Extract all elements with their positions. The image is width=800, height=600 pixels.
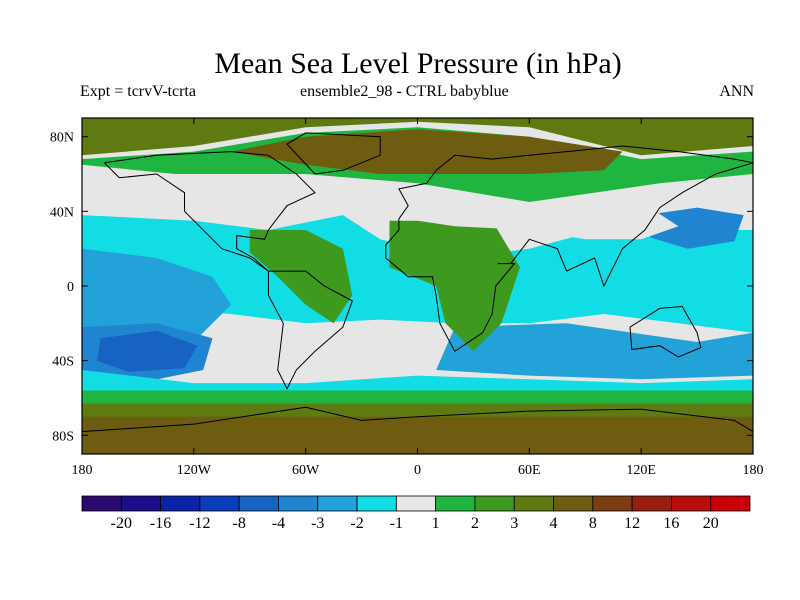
colorbar-swatch <box>710 495 751 512</box>
pressure-region-9 <box>82 370 753 395</box>
colorbar-label: -4 <box>272 515 285 532</box>
x-tick-label: 180 <box>743 463 764 478</box>
coastline-north-america <box>104 151 316 272</box>
pressure-region-2 <box>231 129 623 174</box>
colorbar-label: 16 <box>663 515 679 532</box>
colorbar-label: 4 <box>550 515 558 532</box>
y-tick-label: 40N <box>50 205 74 220</box>
colorbar-label: 1 <box>432 515 440 532</box>
colorbar-label: 3 <box>510 515 518 532</box>
colorbar-label: -1 <box>390 515 403 532</box>
pressure-region-7 <box>644 207 744 249</box>
pressure-region-0 <box>82 118 753 156</box>
page-title: Mean Sea Level Pressure (in hPa) <box>214 47 622 80</box>
colorbar-swatch <box>671 495 712 512</box>
colorbar-swatch <box>631 495 672 512</box>
colorbar-label: 12 <box>624 515 640 532</box>
coastline-greenland <box>286 132 381 175</box>
pressure-region-14 <box>389 220 520 352</box>
ensemble-label: ensemble2_98 - CTRL babyblue <box>300 83 509 100</box>
colorbar-swatch <box>395 495 437 512</box>
x-tick-label: 180 <box>72 463 93 478</box>
colorbar-label: -2 <box>350 515 363 532</box>
colorbar-swatch <box>553 495 594 512</box>
y-tick-label: 80S <box>52 429 74 444</box>
colorbar-swatch <box>278 495 319 512</box>
experiment-label: Expt = tcrvV-tcrta <box>80 83 196 100</box>
x-tick-label: 0 <box>414 463 421 478</box>
y-tick-label: 80N <box>50 131 74 146</box>
map-axes: 180 120W 60W 0 60E 120E 180 80N 40N 0 40S 80S <box>50 118 764 478</box>
colorbar-swatch <box>592 495 633 512</box>
colorbar-swatch <box>199 495 240 512</box>
x-tick-label: 120E <box>626 463 656 478</box>
colorbar-label: -3 <box>311 515 324 532</box>
coastline-eurasia-africa <box>385 145 753 353</box>
colorbar-label: 20 <box>703 515 719 532</box>
colorbar-label: 8 <box>589 515 597 532</box>
colorbar-swatch <box>513 495 554 512</box>
colorbar-label: -12 <box>189 515 210 532</box>
colorbar-swatch <box>81 495 122 512</box>
coastline-south-america <box>267 270 353 390</box>
x-tick-label: 60E <box>518 463 541 478</box>
colorbar-swatch <box>474 495 515 512</box>
coastline-australia <box>629 305 702 358</box>
colorbar-label: -20 <box>111 515 132 532</box>
y-tick-label: 0 <box>67 280 74 295</box>
colorbar-label: -8 <box>233 515 246 532</box>
pressure-region-8 <box>436 323 753 380</box>
x-tick-label: 120W <box>177 463 212 478</box>
pressure-region-12 <box>82 416 753 454</box>
colorbar-swatch <box>356 495 397 512</box>
pressure-field <box>82 118 753 454</box>
colorbar-swatch <box>160 495 201 512</box>
colorbar: -20 -16 -12 -8 -4 -3 -2 -1 1 2 3 4 8 12 16 20 <box>81 495 751 532</box>
colorbar-swatch <box>120 495 161 512</box>
colorbar-swatch <box>435 495 476 512</box>
coastline-antarctica <box>82 406 753 433</box>
season-label: ANN <box>719 83 754 100</box>
colorbar-swatch <box>317 495 358 512</box>
colorbar-label: -16 <box>150 515 171 532</box>
pressure-region-15 <box>380 202 679 240</box>
colorbar-swatch <box>238 495 279 512</box>
y-tick-label: 40S <box>52 355 74 370</box>
pressure-region-13 <box>249 230 353 324</box>
colorbar-label: 2 <box>471 515 479 532</box>
pressure-region-6 <box>96 330 198 372</box>
pressure-region-10 <box>82 390 753 406</box>
coastlines <box>82 132 753 433</box>
x-tick-label: 60W <box>292 463 320 478</box>
